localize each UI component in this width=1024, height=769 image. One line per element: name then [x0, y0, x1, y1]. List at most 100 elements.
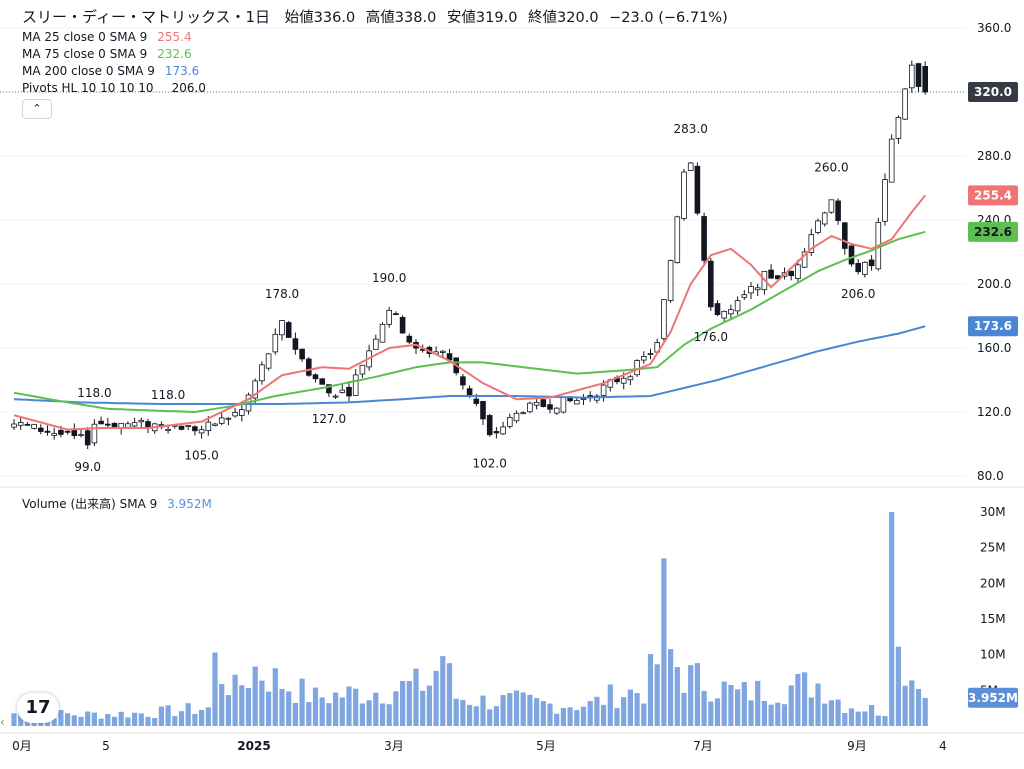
volume-legend[interactable]: Volume (出来高) SMA 9 3.952M [22, 495, 212, 512]
candle-body [165, 428, 171, 431]
volume-bar [446, 663, 453, 726]
volume-bar [319, 697, 325, 726]
legend-ma75-label: MA 75 close 0 SMA 9 [22, 47, 148, 61]
volume-bar [111, 716, 118, 726]
price-tick-label: 200.0 [977, 277, 1011, 291]
candle-body [31, 423, 37, 429]
volume-bar [333, 692, 339, 726]
symbol-title[interactable]: スリー・ディー・マトリックス・1日 [22, 8, 271, 26]
volume-bar [58, 710, 64, 726]
candle-body [868, 259, 875, 267]
candle-body [265, 353, 272, 369]
volume-bar [292, 702, 298, 726]
volume-bar [848, 708, 855, 726]
time-tick-label: 5月 [536, 739, 556, 753]
candle-body [506, 417, 513, 427]
candle-body [721, 310, 727, 319]
candle-body [500, 426, 506, 435]
volume-bar [500, 695, 506, 726]
volume-bar [493, 706, 499, 726]
volume-bar [795, 673, 801, 726]
volume-bar [138, 713, 144, 726]
candle-body [821, 212, 828, 225]
candle-body [909, 64, 915, 89]
candle-body [701, 216, 707, 261]
time-tick-label: 7月 [693, 739, 713, 753]
candle-body [835, 200, 841, 221]
volume-tick-label: 20M [980, 576, 1006, 590]
volume-bar [587, 701, 593, 726]
volume-bar [312, 687, 319, 726]
time-tick-label: 3月 [384, 739, 404, 753]
time-tick-label: 4 [939, 739, 947, 753]
volume-bar [480, 695, 486, 726]
candle-body [855, 262, 861, 273]
volume-bar [681, 692, 687, 726]
pivot-label-low: 176.0 [694, 330, 728, 344]
legend-ma25-value: 255.4 [157, 30, 192, 44]
candle-body [681, 171, 687, 219]
candle-body [480, 400, 486, 420]
volume-bar [460, 699, 466, 726]
candle-body [285, 322, 292, 338]
volume-legend-value: 3.952M [167, 497, 212, 511]
candle-body [801, 251, 808, 268]
volume-bar [668, 649, 674, 726]
volume-bar [279, 688, 285, 726]
candle-body [299, 348, 305, 360]
candle-body [272, 333, 279, 353]
volume-bar [11, 713, 17, 726]
volume-bar [513, 690, 520, 726]
candle-body [553, 407, 560, 414]
candle-body [38, 427, 44, 432]
candle-body [513, 412, 520, 422]
candle-body [687, 162, 694, 171]
scroll-left-icon[interactable]: ‹ [0, 715, 5, 729]
volume-bar [567, 707, 573, 726]
legend-ma200[interactable]: MA 200 close 0 SMA 9 173.6 [22, 64, 199, 78]
volume-bar [534, 698, 540, 726]
pivot-label-low: 105.0 [184, 449, 218, 463]
legend-ma25-label: MA 25 close 0 SMA 9 [22, 30, 148, 44]
candle-body [185, 425, 192, 427]
volume-bar [386, 704, 392, 726]
volume-bar [714, 698, 721, 726]
volume-bar [245, 688, 252, 726]
legend-pivots[interactable]: Pivots HL 10 10 10 10 206.0 [22, 81, 206, 95]
legend-ma25[interactable]: MA 25 close 0 SMA 9 255.4 [22, 30, 192, 44]
volume-bar [306, 701, 312, 726]
volume-bar [822, 703, 828, 726]
volume-bar [178, 711, 185, 726]
legend-ma75[interactable]: MA 75 close 0 SMA 9 232.6 [22, 47, 192, 61]
pivot-label-low: 127.0 [312, 412, 346, 426]
volume-bar [674, 667, 680, 726]
volume-bar [118, 711, 124, 726]
candle-body [902, 88, 908, 120]
volume-bar [132, 712, 138, 726]
legend-pivots-label: Pivots HL 10 10 10 10 [22, 81, 154, 95]
candle-body [406, 335, 413, 343]
open-value: 336.0 [313, 10, 356, 26]
collapse-legend-button[interactable]: ⌃ [22, 99, 52, 119]
volume-bar [145, 716, 151, 726]
volume-bar [775, 702, 781, 726]
candle-body [466, 388, 473, 396]
volume-bar [802, 672, 808, 726]
candle-body [332, 395, 339, 398]
candle-body [754, 287, 761, 291]
pivot-label-high: 260.0 [814, 161, 848, 175]
volume-bar [453, 698, 459, 726]
candle-body [848, 245, 855, 265]
candle-body [352, 374, 359, 396]
candle-body [882, 179, 888, 222]
volume-bar [172, 716, 178, 726]
volume-bar [862, 711, 868, 726]
candle-body [58, 429, 64, 435]
volume-bar [65, 713, 71, 726]
time-tick-label: 5 [102, 739, 110, 753]
candle-body [198, 429, 205, 434]
tradingview-logo[interactable]: 17 [17, 693, 59, 723]
time-tick-label: 2025 [237, 739, 270, 753]
volume-bar [507, 692, 513, 726]
